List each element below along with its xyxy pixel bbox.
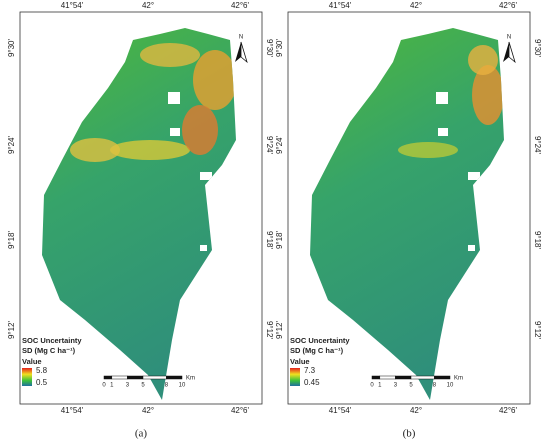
lat-label: 9°30' [7, 38, 16, 57]
map-panel: 41°54' 41°54' 42° 42° 42°6' 42°6' 9°30' 9°30' 9°… [7, 1, 274, 439]
color-ramp [290, 368, 300, 386]
lon-label: 42°6' [231, 1, 250, 10]
lon-label: 42°6' [499, 406, 518, 415]
legend-min: 0.45 [304, 378, 320, 387]
lat-label: 9°18' [265, 231, 274, 250]
color-ramp [22, 368, 32, 386]
no-data [438, 128, 448, 136]
north-arrow [503, 42, 509, 62]
scale-segment [395, 375, 412, 380]
lat-label: 9°24' [265, 136, 274, 155]
lon-label: 42° [142, 1, 154, 10]
no-data [468, 172, 480, 180]
hotspot [110, 140, 190, 160]
scale-segment [410, 375, 435, 380]
lon-label: 42°6' [499, 1, 518, 10]
north-arrow [240, 41, 248, 64]
lon-label: 41°54' [61, 406, 84, 415]
north-arrow [508, 41, 516, 64]
hotspot [193, 50, 236, 110]
no-data [468, 245, 475, 251]
lat-label: 9°18' [533, 231, 542, 250]
lat-label: 9°30' [275, 38, 284, 57]
scale-label: 0 [370, 383, 374, 389]
scale-segment [371, 375, 381, 380]
lat-label: 9°30' [265, 39, 274, 58]
no-data [436, 92, 448, 104]
legend-heading: Value [22, 357, 42, 366]
legend-title: SOC Uncertainty [290, 336, 350, 345]
scale-label: 3 [394, 383, 398, 389]
hotspot [472, 65, 504, 125]
legend-min: 0.5 [36, 378, 48, 387]
scale-segment [142, 375, 167, 380]
lat-label: 9°24' [275, 135, 284, 154]
north-label: N [507, 35, 511, 41]
scale-label: 5 [409, 383, 413, 389]
scale-segment [111, 375, 128, 380]
scale-label: 8 [165, 383, 169, 389]
lon-label: 42° [142, 406, 154, 415]
scale-segment [379, 375, 396, 380]
lon-label: 42° [410, 406, 422, 415]
lon-label: 42° [410, 1, 422, 10]
no-data [170, 128, 180, 136]
scale-label: 1 [378, 383, 382, 389]
lat-label: 9°12' [275, 320, 284, 339]
lat-label: 9°24' [533, 136, 542, 155]
lon-label: 41°54' [329, 406, 352, 415]
scale-segment [434, 375, 451, 380]
lon-label: 41°54' [329, 1, 352, 10]
legend-subtitle: SD (Mg C ha⁻¹) [22, 346, 76, 355]
lat-label: 9°18' [275, 230, 284, 249]
map-frame [287, 11, 531, 405]
lat-label: 9°30' [533, 39, 542, 58]
scale-label: 3 [126, 383, 130, 389]
hotspot [182, 105, 218, 155]
map-frame [19, 11, 263, 405]
lon-label: 41°54' [61, 1, 84, 10]
hotspot [70, 138, 120, 162]
scale-label: 1 [110, 383, 114, 389]
scale-segment [127, 375, 144, 380]
scale-label: 10 [447, 383, 454, 389]
lat-label: 9°12' [533, 321, 542, 340]
hotspot [468, 45, 498, 75]
panel-caption: (b) [403, 428, 416, 440]
lat-label: 9°12' [7, 320, 16, 339]
north-arrow [235, 42, 241, 62]
lon-label: 42°6' [231, 406, 250, 415]
scale-label: 0 [102, 383, 106, 389]
scale-label: 10 [179, 383, 186, 389]
legend-title: SOC Uncertainty [22, 336, 82, 345]
scale-segment [103, 375, 113, 380]
no-data [168, 92, 180, 104]
map-panel: 41°54' 41°54' 42° 42° 42°6' 42°6' 9°30' 9°30' 9°… [275, 1, 542, 439]
legend-max: 7.3 [304, 366, 316, 375]
hotspot [140, 43, 200, 67]
lat-label: 9°18' [7, 230, 16, 249]
scale-label: 8 [433, 383, 437, 389]
scale-unit: Km [186, 376, 195, 382]
legend-subtitle: SD (Mg C ha⁻¹) [290, 346, 344, 355]
no-data [200, 245, 207, 251]
north-label: N [239, 35, 243, 41]
no-data [200, 172, 212, 180]
lat-label: 9°12' [265, 321, 274, 340]
legend-max: 5.8 [36, 366, 48, 375]
scale-unit: Km [454, 376, 463, 382]
scale-label: 5 [141, 383, 145, 389]
lat-label: 9°24' [7, 135, 16, 154]
hotspot [398, 142, 458, 158]
legend-heading: Value [290, 357, 310, 366]
panel-caption: (a) [135, 428, 148, 440]
scale-segment [166, 375, 183, 380]
